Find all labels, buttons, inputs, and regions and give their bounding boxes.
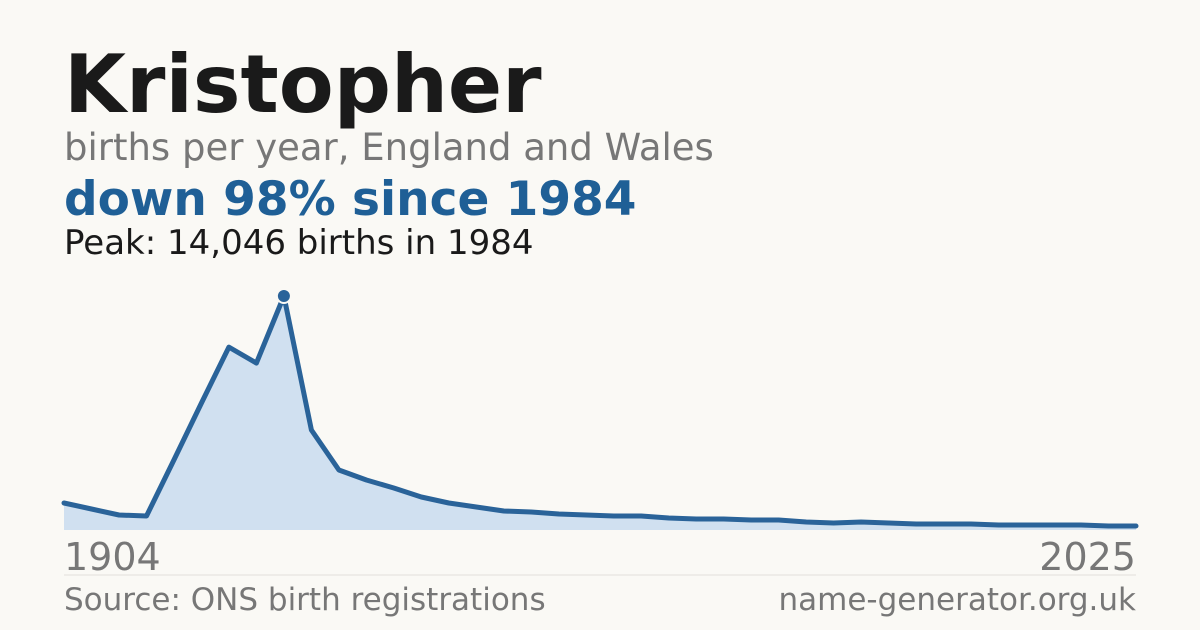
chart-title: Kristopher <box>64 38 542 131</box>
subtitle: births per year, England and Wales <box>64 126 714 169</box>
x-tick-label: 2025 <box>1039 535 1136 579</box>
site: name-generator.org.uk <box>779 582 1137 618</box>
x-tick-label: 1904 <box>64 535 161 579</box>
peak-marker <box>275 288 292 304</box>
source: Source: ONS birth registrations <box>64 582 546 618</box>
area <box>64 296 1136 530</box>
peak-note: Peak: 14,046 births in 1984 <box>64 223 534 263</box>
line <box>61 293 1139 529</box>
annotation: down 98% since 1984 <box>64 172 637 227</box>
